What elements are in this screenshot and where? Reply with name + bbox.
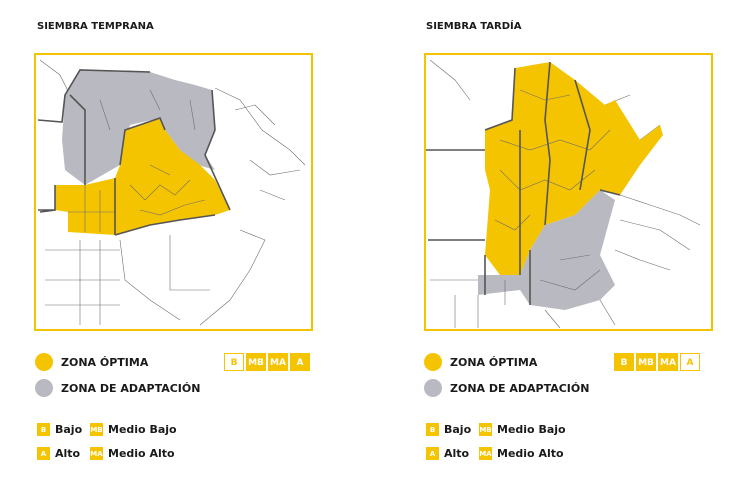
badge-label: B	[621, 358, 628, 368]
legend-swatch	[35, 353, 53, 371]
key-label: Medio Alto	[497, 447, 564, 460]
badge	[614, 353, 634, 371]
badge-label: A	[297, 358, 304, 368]
key-label: Bajo	[55, 423, 83, 436]
legend-label: ZONA ÓPTIMA	[61, 356, 149, 369]
key-label: Bajo	[444, 423, 472, 436]
key-label: Medio Bajo	[497, 423, 566, 436]
badge-label: B	[231, 358, 238, 368]
badge	[246, 353, 266, 371]
key-code: MB	[90, 426, 102, 434]
panel-title: SIEMBRA TARDÍA	[426, 19, 522, 32]
badge	[680, 353, 700, 371]
legend-label: ZONA DE ADAPTACIÓN	[450, 382, 589, 395]
key-swatch	[426, 423, 439, 436]
badge-label: MA	[270, 358, 286, 368]
key-code: MB	[479, 426, 491, 434]
key-code: A	[41, 450, 47, 458]
key-code: MA	[479, 450, 492, 458]
key-label: Medio Bajo	[108, 423, 177, 436]
badge	[290, 353, 310, 371]
badge-label: MA	[660, 358, 676, 368]
legend-swatch	[424, 379, 442, 397]
key-code: MA	[90, 450, 103, 458]
key-label: Alto	[55, 447, 81, 460]
legend-swatch	[424, 353, 442, 371]
key-swatch	[479, 423, 492, 436]
badge	[268, 353, 288, 371]
key-swatch	[37, 447, 50, 460]
panel-title: SIEMBRA TEMPRANA	[37, 21, 154, 32]
legend-label: ZONA ÓPTIMA	[450, 356, 538, 369]
legend-label: ZONA DE ADAPTACIÓN	[61, 382, 200, 395]
map-temprana	[34, 53, 313, 331]
badge-label: MB	[248, 358, 264, 368]
key-code: B	[41, 426, 46, 434]
badge-label: MB	[638, 358, 654, 368]
key-code: B	[430, 426, 435, 434]
badge	[636, 353, 656, 371]
map-tardia	[424, 53, 713, 331]
key-swatch	[37, 423, 50, 436]
key-swatch	[479, 447, 492, 460]
key-swatch	[90, 423, 103, 436]
key-code: A	[430, 450, 436, 458]
badge-label: A	[687, 358, 694, 368]
badge	[224, 353, 244, 371]
key-swatch	[426, 447, 439, 460]
key-label: Alto	[444, 447, 470, 460]
legend-swatch	[35, 379, 53, 397]
key-label: Medio Alto	[108, 447, 175, 460]
key-swatch	[90, 447, 103, 460]
badge	[658, 353, 678, 371]
